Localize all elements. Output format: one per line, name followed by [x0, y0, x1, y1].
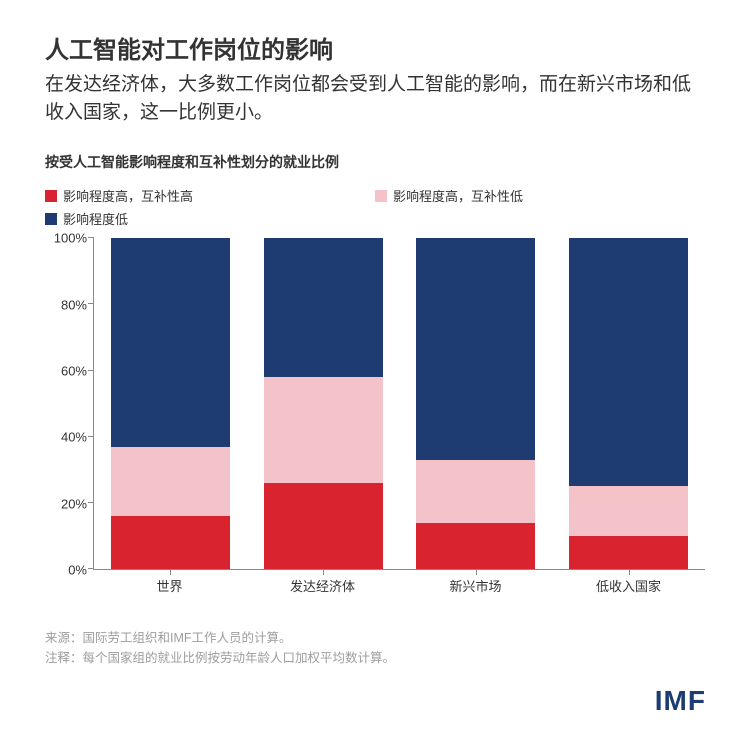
legend-swatch-icon: [45, 190, 57, 202]
stacked-bar: [264, 238, 383, 569]
stacked-bar: [111, 238, 230, 569]
bar-segment-high_high: [264, 483, 383, 569]
legend-item: 影响程度高，互补性高: [45, 186, 375, 205]
bars-row: [94, 238, 705, 569]
footnotes: 来源：国际劳工组织和IMF工作人员的计算。 注释：每个国家组的就业比例按劳动年龄…: [45, 628, 705, 668]
note-text: 每个国家组的就业比例按劳动年龄人口加权平均数计算。: [83, 651, 396, 665]
bar-slot: [94, 238, 247, 569]
source-line: 来源：国际劳工组织和IMF工作人员的计算。: [45, 628, 705, 648]
note-line: 注释：每个国家组的就业比例按劳动年龄人口加权平均数计算。: [45, 648, 705, 668]
bar-segment-high_low: [111, 447, 230, 517]
bar-segment-low: [264, 238, 383, 377]
bar-segment-high_high: [416, 523, 535, 569]
y-tick-label: 100%: [54, 231, 87, 246]
bar-slot: [400, 238, 553, 569]
legend-swatch-icon: [375, 190, 387, 202]
bar-segment-low: [416, 238, 535, 460]
source-prefix: 来源：: [45, 631, 83, 645]
legend-item: 影响程度高，互补性低: [375, 186, 705, 205]
bar-segment-high_low: [569, 486, 688, 536]
source-text: 国际劳工组织和IMF工作人员的计算。: [83, 631, 292, 645]
y-tick-mark: [88, 502, 94, 503]
x-tick-label: 发达经济体: [246, 576, 399, 598]
bar-segment-high_low: [416, 460, 535, 523]
legend-swatch-icon: [45, 213, 57, 225]
page-subtitle: 在发达经济体，大多数工作岗位都会受到人工智能的影响，而在新兴市场和低收入国家，这…: [45, 71, 705, 126]
legend-item: 影响程度低: [45, 209, 128, 228]
bar-slot: [247, 238, 400, 569]
x-tick-mark: [170, 569, 171, 575]
y-tick-label: 0%: [68, 563, 87, 578]
legend-label: 影响程度高，互补性高: [63, 186, 193, 205]
x-tick-mark: [629, 569, 630, 575]
y-tick-mark: [88, 237, 94, 238]
bar-segment-low: [111, 238, 230, 447]
stacked-bar: [416, 238, 535, 569]
x-tick-mark: [323, 569, 324, 575]
x-tick-mark: [476, 569, 477, 575]
note-prefix: 注释：: [45, 651, 83, 665]
x-tick-label: 低收入国家: [552, 576, 705, 598]
y-tick-label: 60%: [61, 363, 87, 378]
x-axis-labels: 世界发达经济体新兴市场低收入国家: [93, 576, 705, 598]
bar-slot: [552, 238, 705, 569]
y-tick-label: 80%: [61, 297, 87, 312]
bar-segment-high_low: [264, 377, 383, 483]
bar-segment-high_high: [569, 536, 688, 569]
imf-logo: IMF: [655, 685, 706, 717]
y-tick-mark: [88, 436, 94, 437]
page-title: 人工智能对工作岗位的影响: [45, 30, 705, 65]
y-tick-mark: [88, 303, 94, 304]
legend-label: 影响程度低: [63, 209, 128, 228]
plot-area: [93, 238, 705, 570]
bar-segment-low: [569, 238, 688, 486]
page: 人工智能对工作岗位的影响 在发达经济体，大多数工作岗位都会受到人工智能的影响，而…: [0, 0, 750, 735]
legend: 影响程度高，互补性高 影响程度高，互补性低 影响程度低: [45, 186, 705, 232]
x-tick-label: 新兴市场: [399, 576, 552, 598]
x-tick-label: 世界: [93, 576, 246, 598]
chart-subtitle: 按受人工智能影响程度和互补性划分的就业比例: [45, 152, 705, 172]
y-tick-label: 40%: [61, 430, 87, 445]
bar-segment-high_high: [111, 516, 230, 569]
y-tick-label: 20%: [61, 496, 87, 511]
y-tick-mark: [88, 568, 94, 569]
stacked-bar: [569, 238, 688, 569]
y-tick-mark: [88, 370, 94, 371]
y-axis: 0%20%40%60%80%100%: [45, 238, 93, 570]
chart: 0%20%40%60%80%100% 世界发达经济体新兴市场低收入国家: [45, 238, 705, 598]
legend-label: 影响程度高，互补性低: [393, 186, 523, 205]
